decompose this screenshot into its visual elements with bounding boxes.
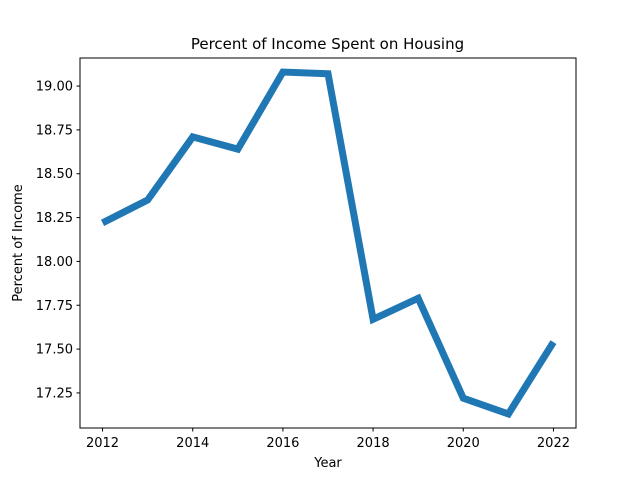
plot-area: [79, 57, 577, 429]
x-tick-label: 2018: [357, 436, 390, 451]
y-axis-label: Percent of Income: [11, 184, 26, 302]
x-tick-label: 2014: [176, 436, 209, 451]
y-tick-label: 17.50: [36, 343, 73, 358]
x-tick-label: 2022: [537, 436, 570, 451]
y-tick-label: 17.75: [36, 299, 73, 314]
x-tick-label: 2020: [447, 436, 480, 451]
x-tick-label: 2012: [86, 436, 119, 451]
y-tick-label: 18.25: [36, 211, 73, 226]
y-tick-label: 18.50: [36, 167, 73, 182]
y-tick-label: 18.75: [36, 123, 73, 138]
y-axis: 17.25 17.50 17.75 18.00 18.25 18.50 18.75 19.00: [36, 80, 80, 401]
y-tick-label: 19.00: [36, 80, 73, 95]
x-axis-label: Year: [313, 456, 342, 471]
x-tick-label: 2016: [266, 436, 299, 451]
x-axis: 2012 2014 2016 2018 2020 2022: [86, 428, 570, 451]
y-tick-label: 17.25: [36, 386, 73, 401]
y-tick-label: 18.00: [36, 255, 73, 270]
series-layer: [100, 68, 557, 419]
chart-title: Percent of Income Spent on Housing: [191, 35, 464, 53]
